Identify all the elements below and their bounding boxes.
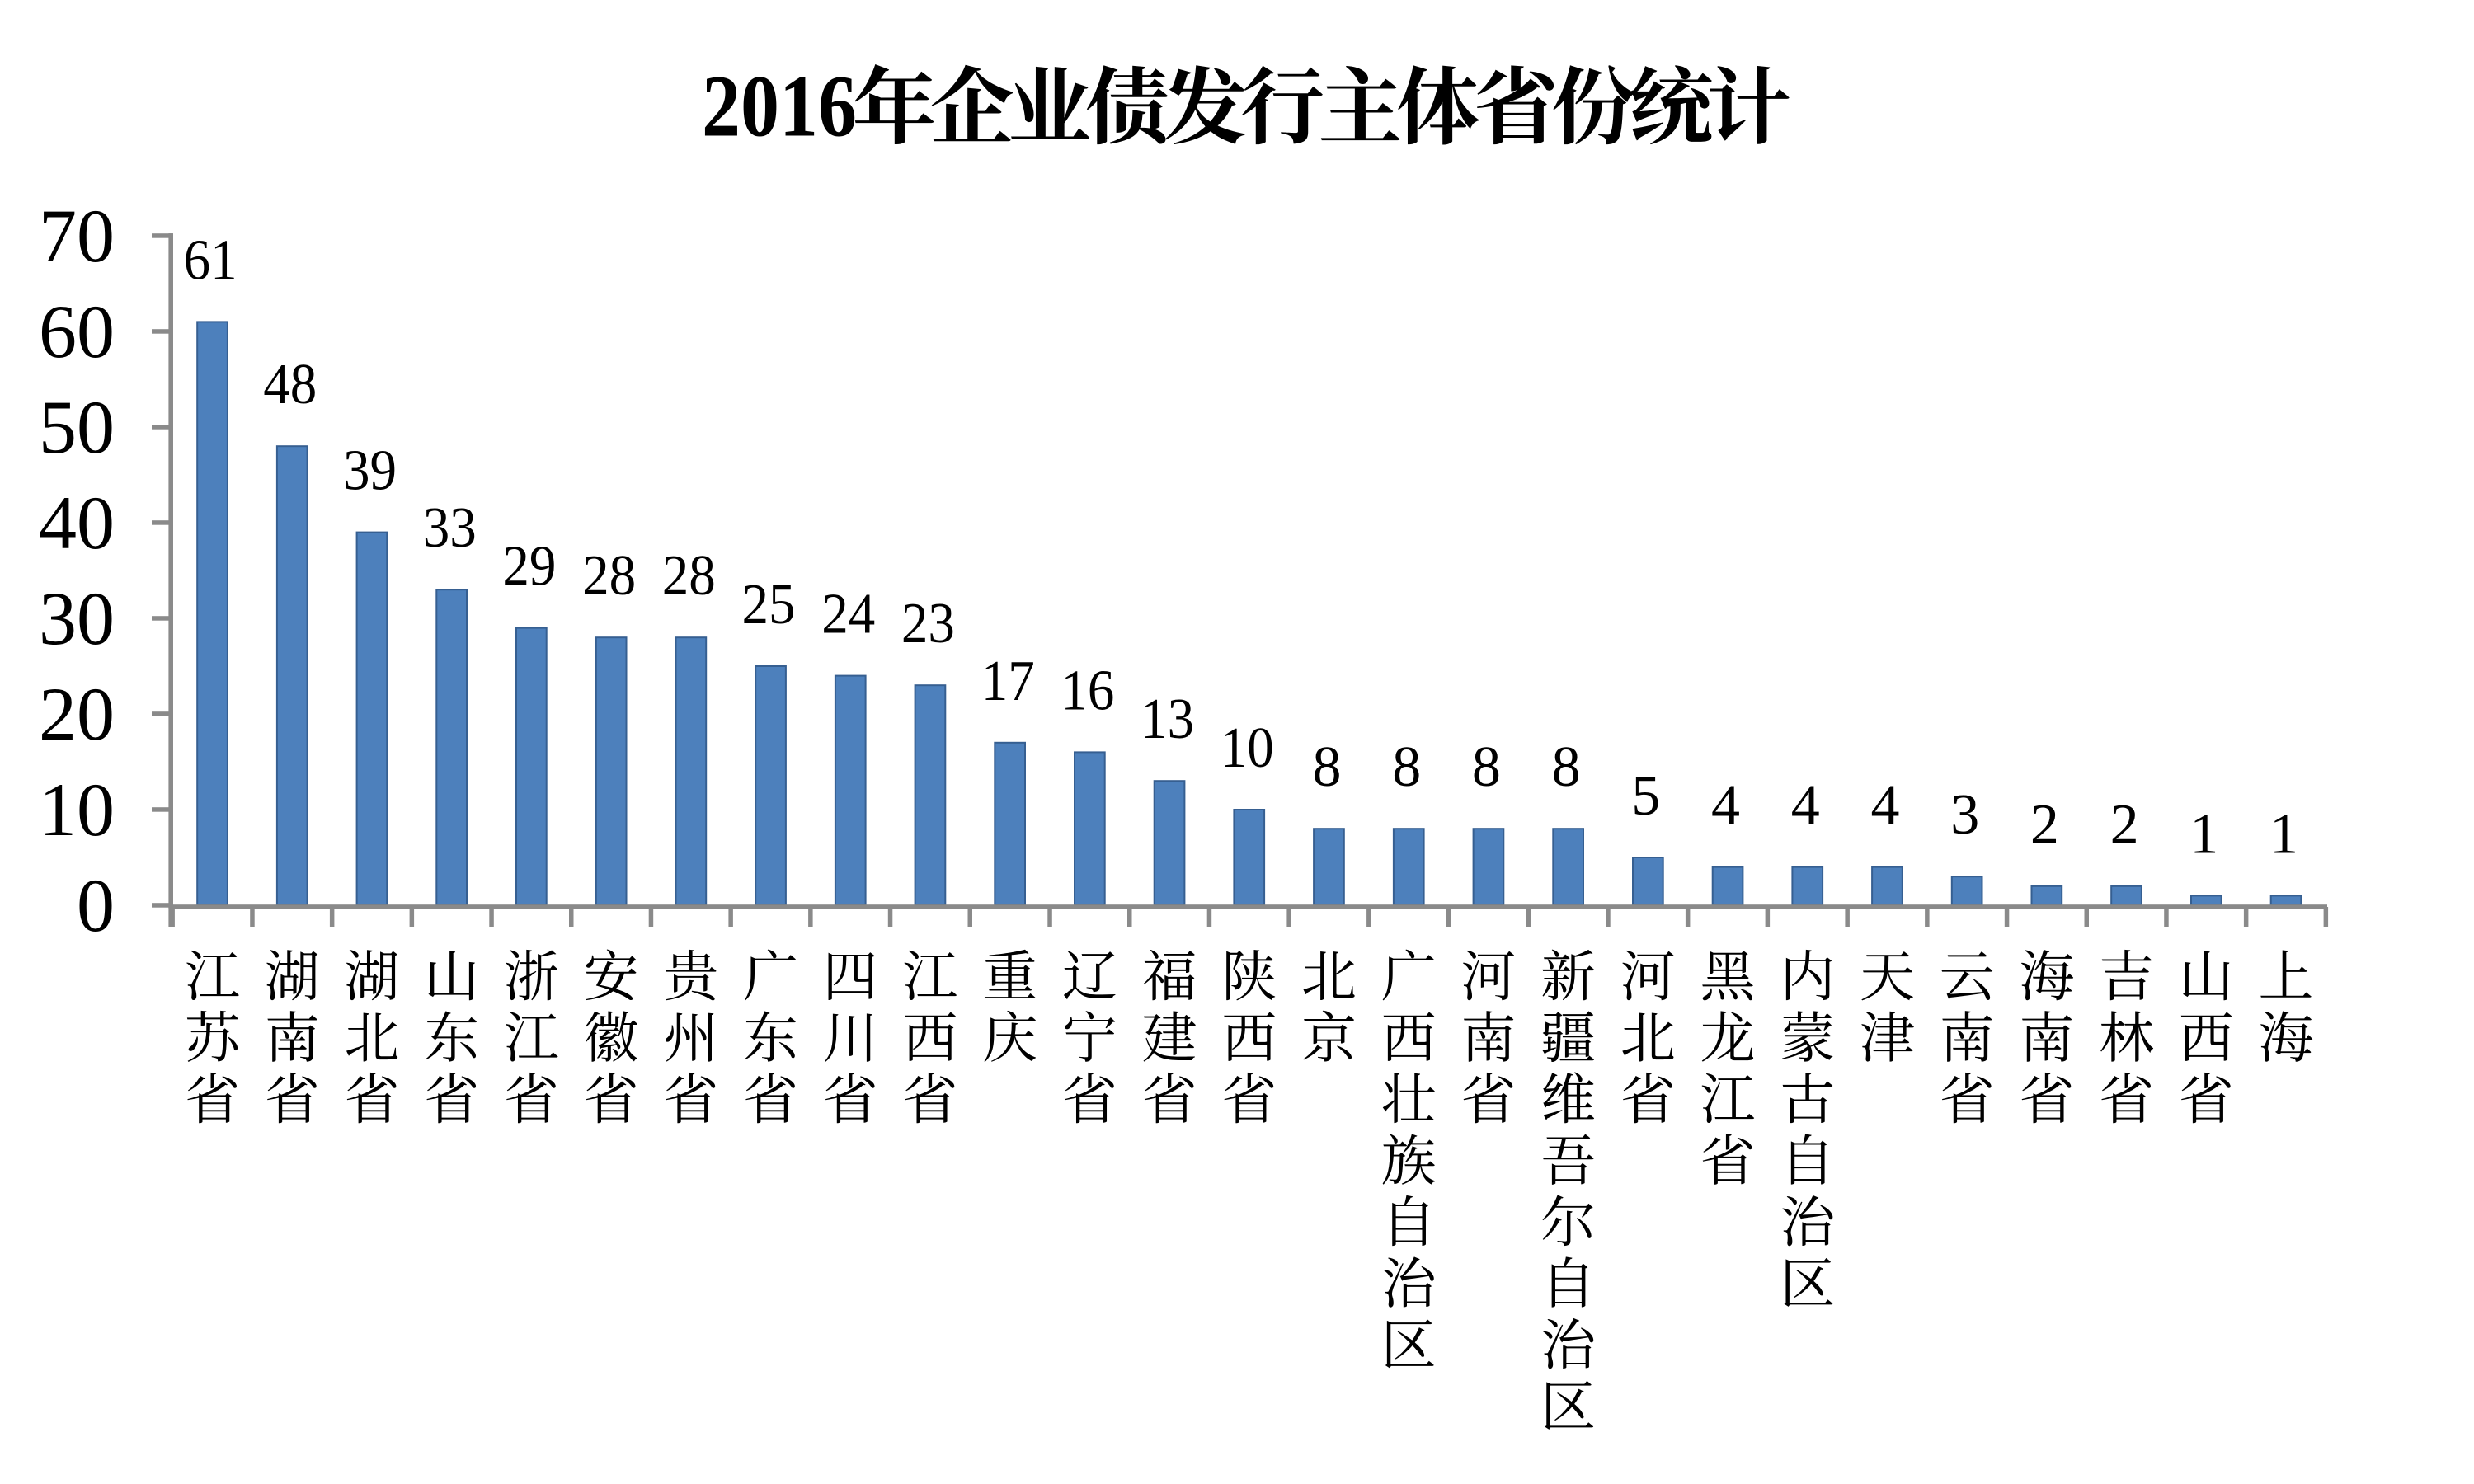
svg-text:50: 50 xyxy=(39,385,115,469)
svg-text:33: 33 xyxy=(423,496,477,560)
svg-text:0: 0 xyxy=(77,863,115,947)
svg-text:8: 8 xyxy=(1472,735,1501,799)
svg-text:2016: 2016 xyxy=(702,59,857,156)
svg-text:30: 30 xyxy=(39,576,115,660)
svg-text:5: 5 xyxy=(1631,764,1660,828)
svg-text:3: 3 xyxy=(1950,783,1979,847)
svg-text:10: 10 xyxy=(39,768,115,852)
svg-text:17: 17 xyxy=(981,650,1035,713)
svg-text:61: 61 xyxy=(184,228,238,292)
svg-text:29: 29 xyxy=(502,535,556,599)
svg-text:39: 39 xyxy=(343,439,397,503)
svg-text:25: 25 xyxy=(742,573,796,636)
svg-text:1: 1 xyxy=(2189,802,2218,866)
svg-text:4: 4 xyxy=(1791,774,1820,838)
svg-text:60: 60 xyxy=(39,289,115,373)
svg-text:8: 8 xyxy=(1552,735,1581,799)
svg-text:2: 2 xyxy=(2030,793,2059,857)
svg-text:8: 8 xyxy=(1313,735,1342,799)
svg-text:28: 28 xyxy=(662,544,716,608)
svg-text:23: 23 xyxy=(901,592,955,655)
svg-text:16: 16 xyxy=(1061,659,1114,722)
svg-text:2: 2 xyxy=(2110,793,2139,857)
svg-text:70: 70 xyxy=(39,194,115,278)
svg-text:24: 24 xyxy=(821,583,875,646)
svg-text:4: 4 xyxy=(1711,774,1740,838)
svg-text:48: 48 xyxy=(263,353,317,416)
svg-text:4: 4 xyxy=(1871,774,1900,838)
svg-text:40: 40 xyxy=(39,481,115,565)
svg-text:28: 28 xyxy=(582,544,636,608)
svg-text:13: 13 xyxy=(1141,688,1194,751)
svg-text:1: 1 xyxy=(2269,802,2298,866)
svg-text:20: 20 xyxy=(39,672,115,756)
svg-text:10: 10 xyxy=(1221,716,1274,780)
svg-text:8: 8 xyxy=(1392,735,1421,799)
